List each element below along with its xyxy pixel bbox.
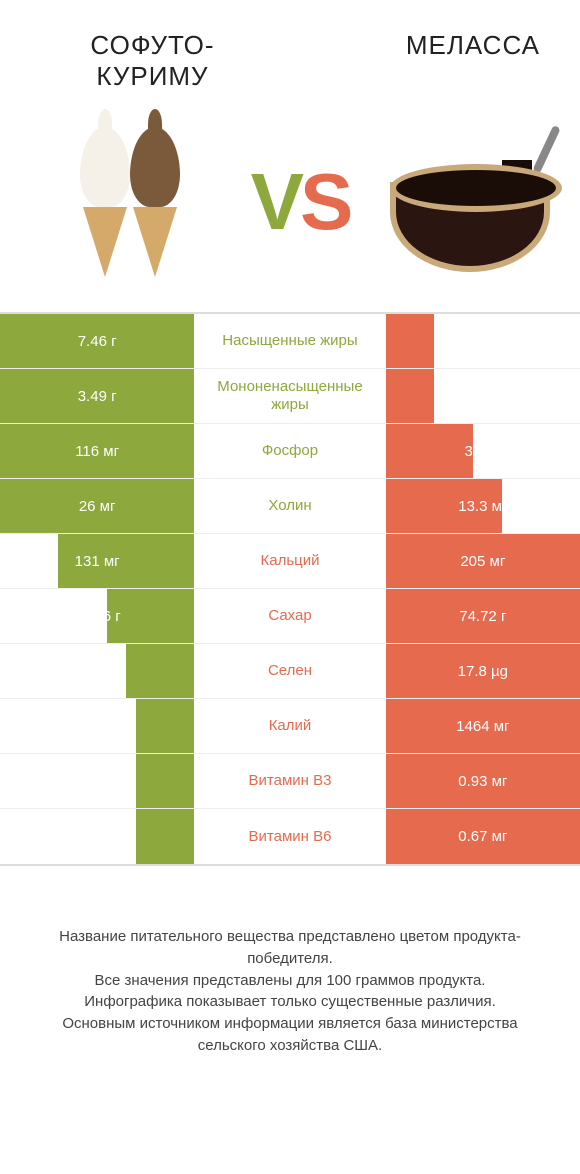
title-right: МЕЛАССА xyxy=(315,30,540,61)
value-left: 131 мг xyxy=(75,553,120,570)
value-left: 3.49 г xyxy=(78,388,117,405)
cell-right: 74.72 г xyxy=(386,589,580,643)
value-right: 0.018 г xyxy=(459,333,506,350)
cell-left: 131 мг xyxy=(0,534,194,588)
footer-line-2: Все значения представлены для 100 граммо… xyxy=(30,970,550,992)
value-right: 0.93 мг xyxy=(458,773,507,790)
cell-left: 3.49 г xyxy=(0,369,194,423)
images-row: VS xyxy=(0,92,580,312)
cell-right: 31 мг xyxy=(386,424,580,478)
cell-right: 205 мг xyxy=(386,534,580,588)
cell-left: 26 мг xyxy=(0,479,194,533)
cell-right: 17.8 µg xyxy=(386,644,580,698)
nutrient-label: Витамин B6 xyxy=(194,809,385,864)
table-row: 0.048 мг Витамин B6 0.67 мг xyxy=(0,809,580,864)
cell-left: 116 мг xyxy=(0,424,194,478)
value-left: 177 мг xyxy=(75,718,120,735)
nutrient-label: Холин xyxy=(194,479,385,533)
cell-right: 0.93 мг xyxy=(386,754,580,808)
cell-right: 0.032 г xyxy=(386,369,580,423)
footer-line-3: Инфографика показывает только существенн… xyxy=(30,991,550,1013)
cell-left: 7.46 г xyxy=(0,314,194,368)
molasses-icon xyxy=(380,122,560,282)
table-row: 21.16 г Сахар 74.72 г xyxy=(0,589,580,644)
nutrient-label: Мононенасыщенные жиры xyxy=(194,369,385,423)
product-image-left xyxy=(40,112,220,292)
value-left: 3 µg xyxy=(82,663,112,680)
table-row: 131 мг Кальций 205 мг xyxy=(0,534,580,589)
title-left: СОФУТО-КУРИМУ xyxy=(40,30,265,92)
footer-line-4: Основным источником информации является … xyxy=(30,1013,550,1057)
value-left: 26 мг xyxy=(79,498,116,515)
value-right: 74.72 г xyxy=(459,608,506,625)
cell-right: 13.3 мг xyxy=(386,479,580,533)
nutrient-label: Витамин B3 xyxy=(194,754,385,808)
vs-label: VS xyxy=(251,156,350,248)
cell-left: 21.16 г xyxy=(0,589,194,643)
value-right: 205 мг xyxy=(460,553,505,570)
table-row: 0.095 мг Витамин B3 0.93 мг xyxy=(0,754,580,809)
bar-right xyxy=(386,424,473,478)
cell-left: 0.095 мг xyxy=(0,754,194,808)
cell-right: 0.67 мг xyxy=(386,809,580,864)
nutrient-label: Селен xyxy=(194,644,385,698)
value-right: 0.67 мг xyxy=(458,828,507,845)
value-right: 1464 мг xyxy=(456,718,509,735)
value-left: 7.46 г xyxy=(78,333,117,350)
bar-right xyxy=(386,314,435,368)
table-row: 3 µg Селен 17.8 µg xyxy=(0,644,580,699)
value-left: 0.048 мг xyxy=(68,828,126,845)
nutrient-label: Фосфор xyxy=(194,424,385,478)
bar-left xyxy=(126,644,194,698)
value-right: 31 мг xyxy=(465,443,502,460)
icecream-icon xyxy=(60,117,200,287)
header: СОФУТО-КУРИМУ МЕЛАССА xyxy=(0,0,580,92)
table-row: 3.49 г Мононенасыщенные жиры 0.032 г xyxy=(0,369,580,424)
footer-line-1: Название питательного вещества представл… xyxy=(30,926,550,970)
footer-notes: Название питательного вещества представл… xyxy=(0,866,580,1057)
bar-left xyxy=(136,699,194,753)
vs-s: S xyxy=(300,156,349,248)
table-row: 116 мг Фосфор 31 мг xyxy=(0,424,580,479)
value-right: 0.032 г xyxy=(459,388,506,405)
table-row: 177 мг Калий 1464 мг xyxy=(0,699,580,754)
cell-right: 1464 мг xyxy=(386,699,580,753)
bar-left xyxy=(136,809,194,864)
cell-right: 0.018 г xyxy=(386,314,580,368)
nutrient-label: Кальций xyxy=(194,534,385,588)
bar-left xyxy=(136,754,194,808)
table-row: 26 мг Холин 13.3 мг xyxy=(0,479,580,534)
table-row: 7.46 г Насыщенные жиры 0.018 г xyxy=(0,314,580,369)
nutrient-label: Сахар xyxy=(194,589,385,643)
bar-right xyxy=(386,369,435,423)
value-left: 116 мг xyxy=(75,443,119,460)
value-left: 0.095 мг xyxy=(68,773,126,790)
cell-left: 0.048 мг xyxy=(0,809,194,864)
value-right: 17.8 µg xyxy=(458,663,508,680)
value-left: 21.16 г xyxy=(74,608,121,625)
cell-left: 3 µg xyxy=(0,644,194,698)
nutrient-label: Насыщенные жиры xyxy=(194,314,385,368)
vs-v: V xyxy=(251,156,300,248)
value-right: 13.3 мг xyxy=(458,498,507,515)
nutrient-label: Калий xyxy=(194,699,385,753)
cell-left: 177 мг xyxy=(0,699,194,753)
comparison-table: 7.46 г Насыщенные жиры 0.018 г 3.49 г Мононе… xyxy=(0,312,580,866)
product-image-right xyxy=(380,112,560,292)
